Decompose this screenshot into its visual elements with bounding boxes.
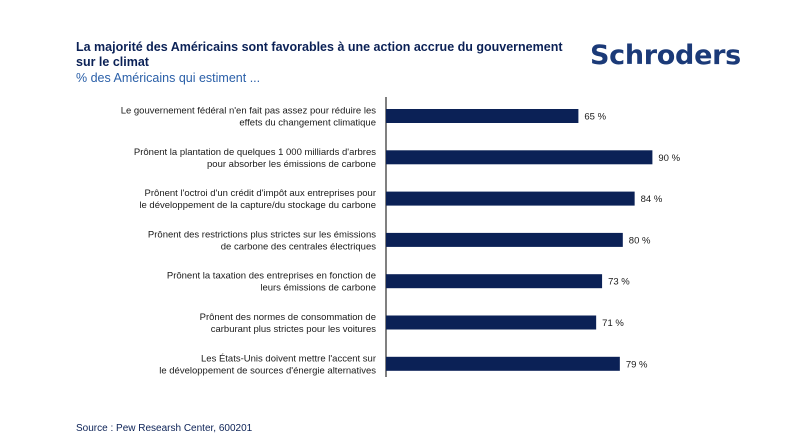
bar-6 (386, 315, 597, 330)
category-label-line: Les États-Unis doivent mettre l'accent s… (201, 353, 376, 364)
value-label-6: 71 % (602, 318, 624, 329)
bar-1 (386, 109, 579, 123)
category-label-line: carburant plus strictes pour les voiture… (211, 324, 377, 335)
category-label-7: Les États-Unis doivent mettre l'accent s… (159, 353, 376, 376)
category-label-line: Prônent des restrictions plus strictes s… (148, 229, 376, 240)
category-label-2: Prônent la plantation de quelques 1 000 … (134, 147, 376, 170)
schroders-logo: Schroders (590, 40, 741, 71)
category-label-line: de carbone des centrales électriques (221, 241, 377, 252)
category-label-line: effets du changement climatique (239, 118, 376, 129)
bar-2 (386, 150, 653, 165)
category-label-3: Prônent l'octroi d'un crédit d'impôt aux… (139, 188, 376, 211)
bars-group: 65 % Le gouvernement fédéral n'en fait pa… (121, 106, 681, 377)
category-label-line: Prônent la plantation de quelques 1 000 … (134, 147, 376, 158)
value-label-3: 84 % (641, 194, 663, 205)
category-label-6: Prônent des normes de consommation de car… (200, 312, 377, 335)
value-label-4: 80 % (629, 235, 651, 246)
category-label-1: Le gouvernement fédéral n'en fait pas as… (121, 106, 377, 129)
chart-title: La majorité des Américains sont favorabl… (76, 40, 563, 69)
bar-4 (386, 232, 623, 247)
bar-3 (386, 191, 635, 206)
value-label-2: 90 % (658, 153, 680, 164)
bar-5 (386, 274, 603, 289)
value-label-5: 73 % (608, 277, 630, 288)
bar-7 (386, 356, 620, 371)
category-label-line: Le gouvernement fédéral n'en fait pas as… (121, 106, 377, 117)
value-label-7: 79 % (626, 359, 648, 370)
chart-subtitle: % des Américains qui estiment ... (76, 71, 261, 85)
value-label-1: 65 % (584, 112, 606, 123)
category-label-line: Prônent la taxation des entreprises en f… (167, 271, 376, 282)
category-label-line: leurs émissions de carbone (260, 283, 376, 294)
category-label-line: pour absorber les émissions de carbone (207, 159, 376, 170)
category-label-4: Prônent des restrictions plus strictes s… (148, 229, 376, 252)
source-note: Source : Pew Researsh Center, 600201 (76, 423, 253, 434)
category-label-5: Prônent la taxation des entreprises en f… (167, 271, 376, 294)
category-label-line: Prônent des normes de consommation de (200, 312, 376, 323)
category-label-line: le développement de la capture/du stocka… (139, 200, 376, 211)
category-label-line: Prônent l'octroi d'un crédit d'impôt aux… (145, 188, 376, 199)
category-label-line: le développement de sources d'énergie al… (159, 365, 376, 376)
